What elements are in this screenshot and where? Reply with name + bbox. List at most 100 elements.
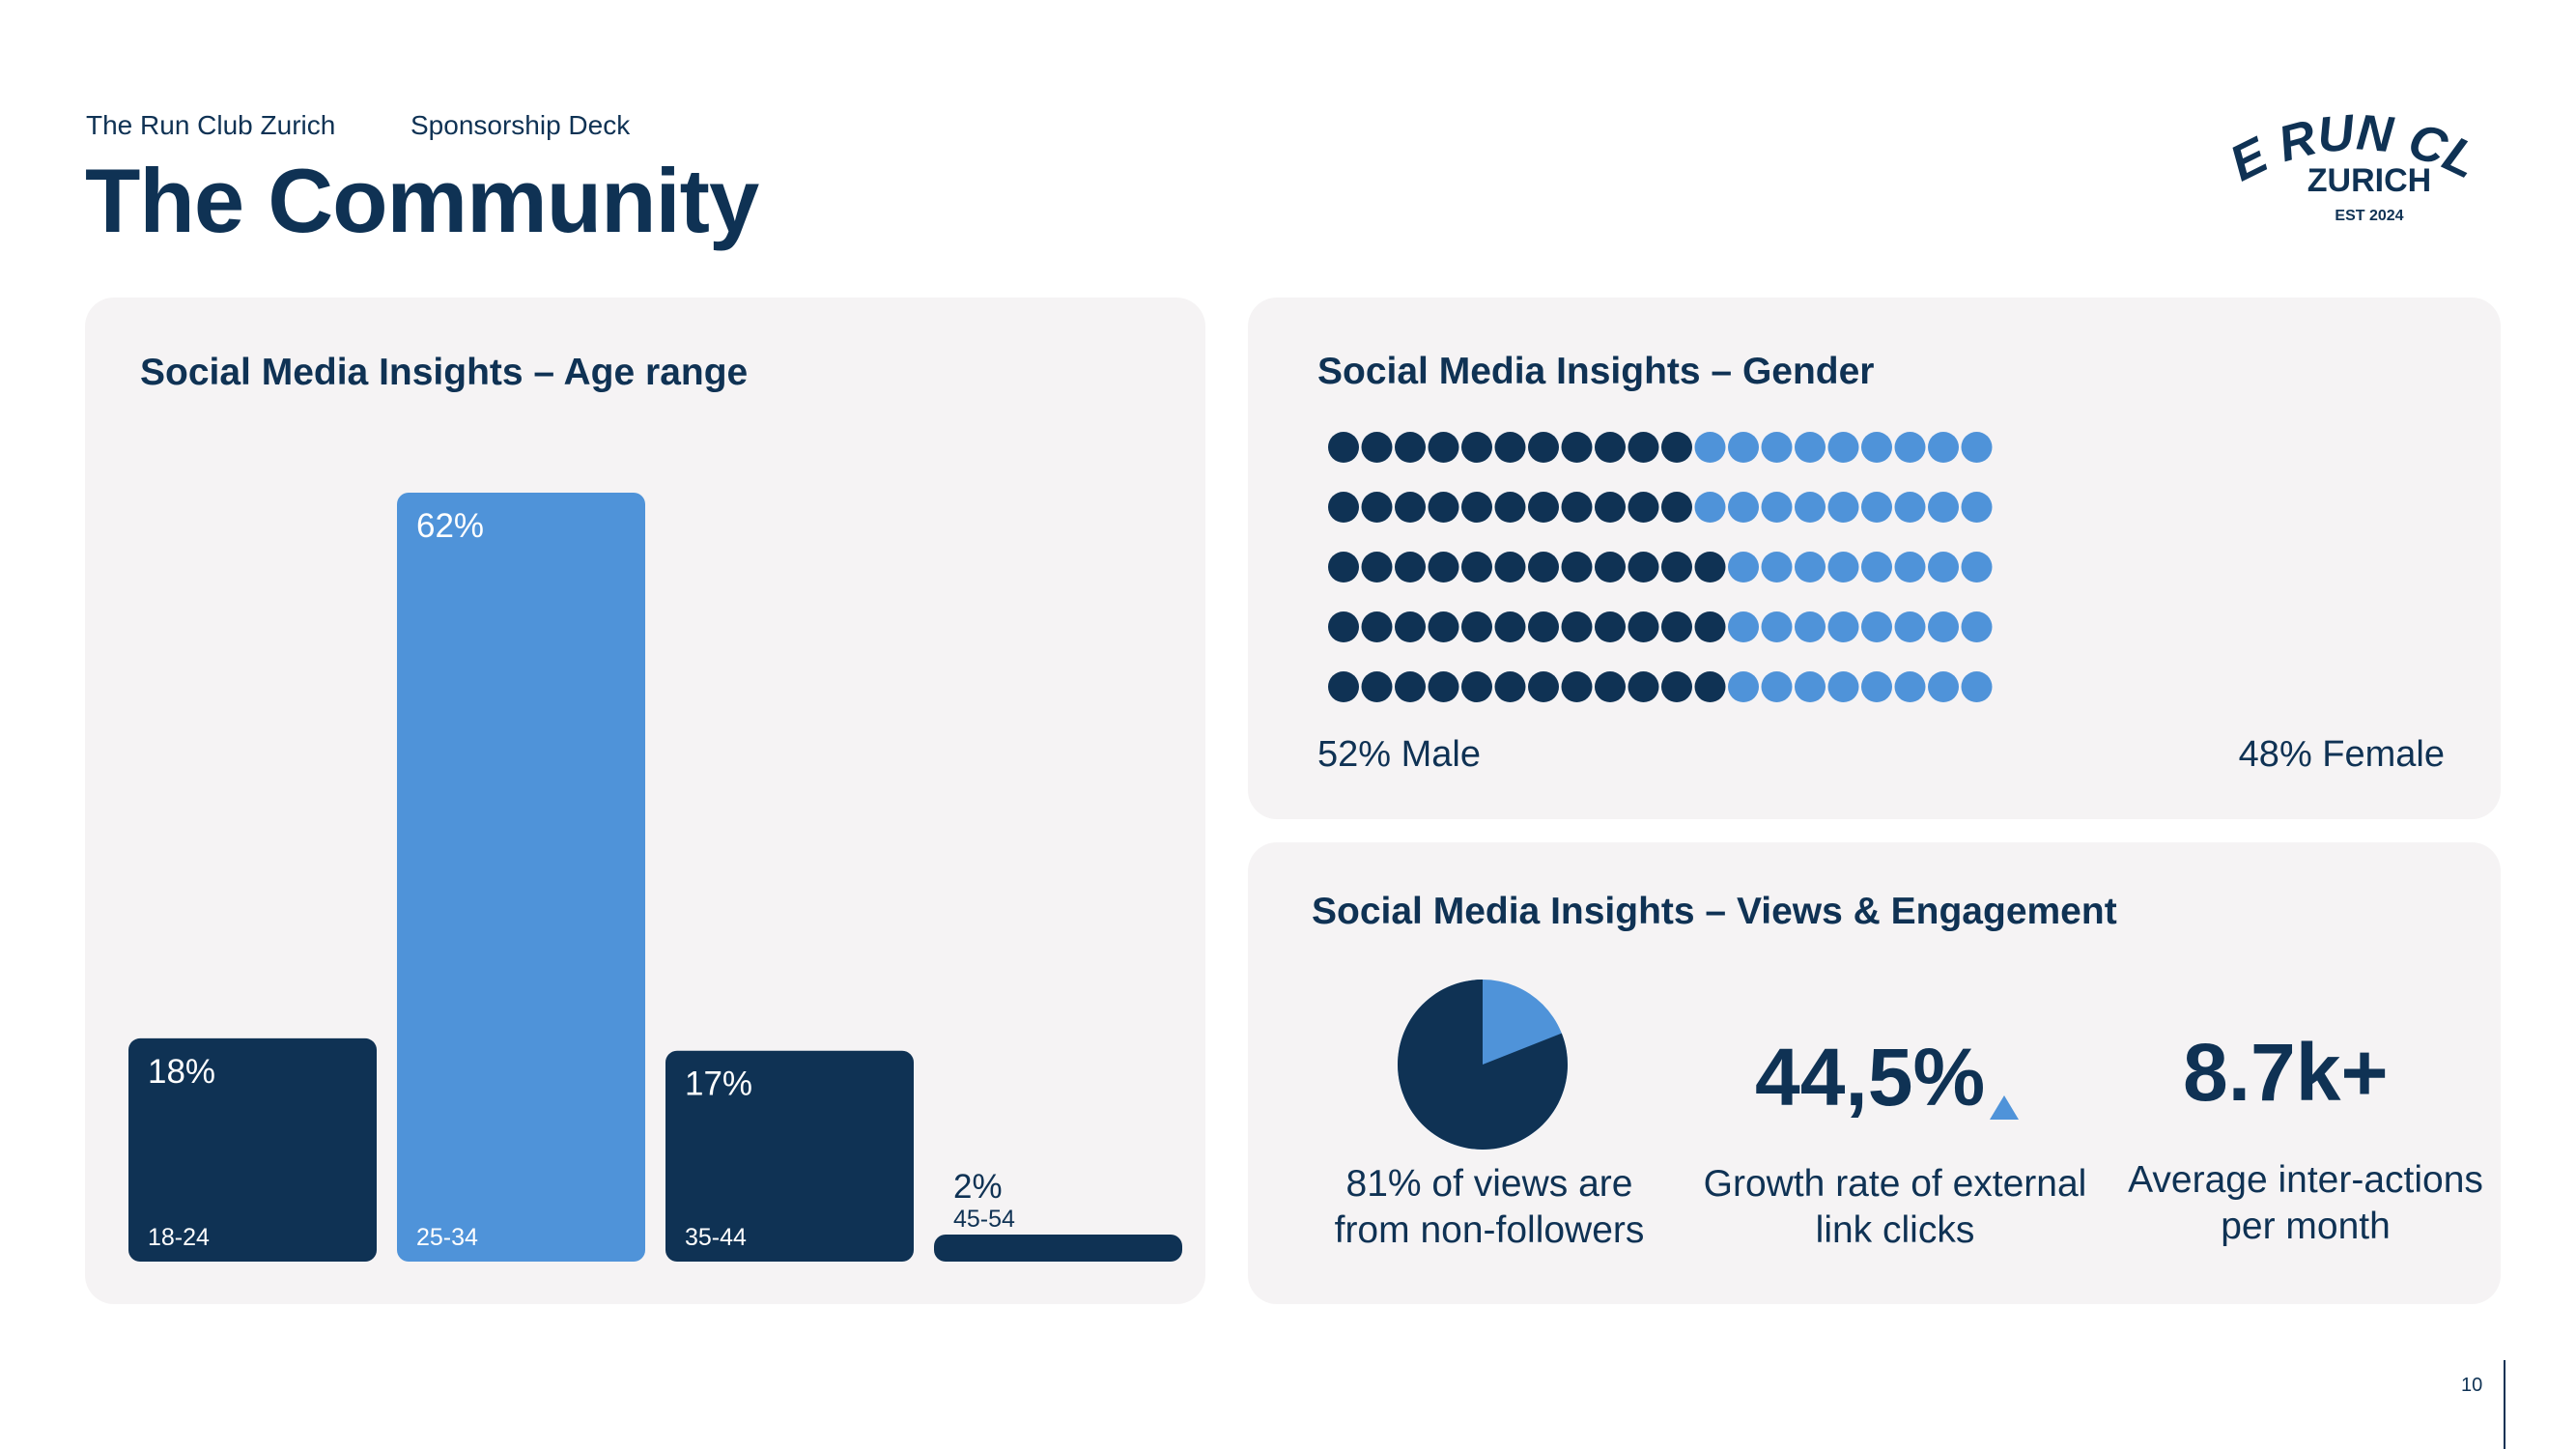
female-dot (1861, 432, 1892, 463)
female-dot (1961, 432, 1993, 463)
male-dot (1428, 432, 1459, 463)
male-dot (1461, 552, 1492, 582)
male-dot (1428, 492, 1459, 523)
brand-name: The Run Club Zurich (86, 110, 336, 140)
bar-45-54 (934, 1235, 1182, 1262)
female-dot (1827, 671, 1859, 702)
male-dot (1461, 432, 1492, 463)
female-dot (1827, 552, 1859, 582)
bar-value-label: 17% (685, 1065, 752, 1103)
male-dot (1361, 432, 1393, 463)
age-range-panel: 18% 18-24 62% 25-34 17% 35-44 2% 45-54 Social M… (85, 298, 1205, 1304)
views-panel-title: Social Media Insights – Views & Engageme… (1312, 891, 2117, 932)
female-dot (1795, 671, 1826, 702)
male-dot (1661, 492, 1692, 523)
male-dot (1395, 432, 1426, 463)
non-followers-pie-chart (1397, 980, 1568, 1150)
male-dot (1528, 492, 1559, 523)
female-dot (1861, 492, 1892, 523)
gender-panel: Social Media Insights – Gender 52% Male … (1248, 298, 2501, 819)
page-divider (2504, 1360, 2505, 1449)
male-dot (1528, 611, 1559, 642)
female-dot (1928, 671, 1959, 702)
male-percentage-label: 52% Male (1317, 734, 1481, 775)
female-dot (1761, 552, 1793, 582)
bar-25-34 (397, 493, 645, 1262)
gender-panel-title: Social Media Insights – Gender (1317, 351, 1875, 392)
male-dot (1461, 671, 1492, 702)
views-engagement-panel: Social Media Insights – Views & Engageme… (1248, 842, 2501, 1304)
male-dot (1561, 552, 1593, 582)
male-dot (1628, 552, 1659, 582)
bar-category-label: 25-34 (416, 1224, 478, 1251)
male-dot (1661, 611, 1692, 642)
male-dot (1361, 671, 1393, 702)
female-dot (1728, 611, 1759, 642)
male-dot (1528, 552, 1559, 582)
female-dot (1894, 671, 1926, 702)
female-dot (1694, 492, 1726, 523)
age-bar-chart: 18% 18-24 62% 25-34 17% 35-44 2%45-54 (128, 493, 1182, 1262)
age-panel-title: Social Media Insights – Age range (140, 352, 749, 393)
male-dot (1328, 492, 1359, 523)
bar-value-label: 2% (953, 1168, 1003, 1206)
non-followers-caption: 81% of views are from non-followers (1334, 1163, 1645, 1251)
up-triangle-icon (1990, 1095, 2019, 1120)
male-dot (1395, 611, 1426, 642)
female-dot (1894, 552, 1926, 582)
interactions-caption: Average inter-actions per month (2128, 1159, 2483, 1247)
bar-category-label: 45-54 (953, 1206, 1015, 1233)
male-dot (1694, 671, 1726, 702)
female-dot (1761, 492, 1793, 523)
male-dot (1395, 552, 1426, 582)
male-dot (1561, 432, 1593, 463)
bar-value-label: 62% (416, 507, 484, 545)
male-dot (1328, 432, 1359, 463)
deck-label: Sponsorship Deck (410, 110, 631, 140)
female-dot (1694, 432, 1726, 463)
male-dot (1561, 611, 1593, 642)
male-dot (1694, 611, 1726, 642)
male-dot (1328, 552, 1359, 582)
female-dot (1928, 492, 1959, 523)
gender-dot-grid (1328, 432, 1993, 702)
female-dot (1761, 671, 1793, 702)
male-dot (1361, 492, 1393, 523)
male-dot (1361, 611, 1393, 642)
male-dot (1395, 671, 1426, 702)
male-dot (1595, 432, 1626, 463)
male-dot (1494, 432, 1526, 463)
male-dot (1561, 492, 1593, 523)
female-dot (1961, 611, 1993, 642)
male-dot (1661, 432, 1692, 463)
female-dot (1894, 492, 1926, 523)
male-dot (1494, 492, 1526, 523)
female-dot (1961, 492, 1993, 523)
female-dot (1795, 611, 1826, 642)
male-dot (1628, 671, 1659, 702)
pie-non-followers-slice (1397, 980, 1568, 1150)
female-dot (1728, 432, 1759, 463)
female-dot (1827, 492, 1859, 523)
male-dot (1428, 611, 1459, 642)
female-dot (1894, 611, 1926, 642)
logo-est-text: EST 2024 (2335, 208, 2403, 224)
run-club-logo: THE RUN CLUB ZURICH EST 2024 (2212, 101, 2486, 224)
male-dot (1595, 492, 1626, 523)
male-dot (1694, 552, 1726, 582)
female-dot (1961, 671, 1993, 702)
male-dot (1494, 552, 1526, 582)
male-dot (1595, 671, 1626, 702)
female-dot (1928, 552, 1959, 582)
female-dot (1795, 552, 1826, 582)
female-dot (1928, 432, 1959, 463)
female-dot (1894, 432, 1926, 463)
male-dot (1328, 611, 1359, 642)
female-dot (1761, 611, 1793, 642)
female-dot (1861, 552, 1892, 582)
bar-value-label: 18% (148, 1053, 215, 1091)
logo-city-text: ZURICH (2307, 162, 2431, 199)
female-dot (1827, 432, 1859, 463)
male-dot (1528, 671, 1559, 702)
male-dot (1628, 432, 1659, 463)
